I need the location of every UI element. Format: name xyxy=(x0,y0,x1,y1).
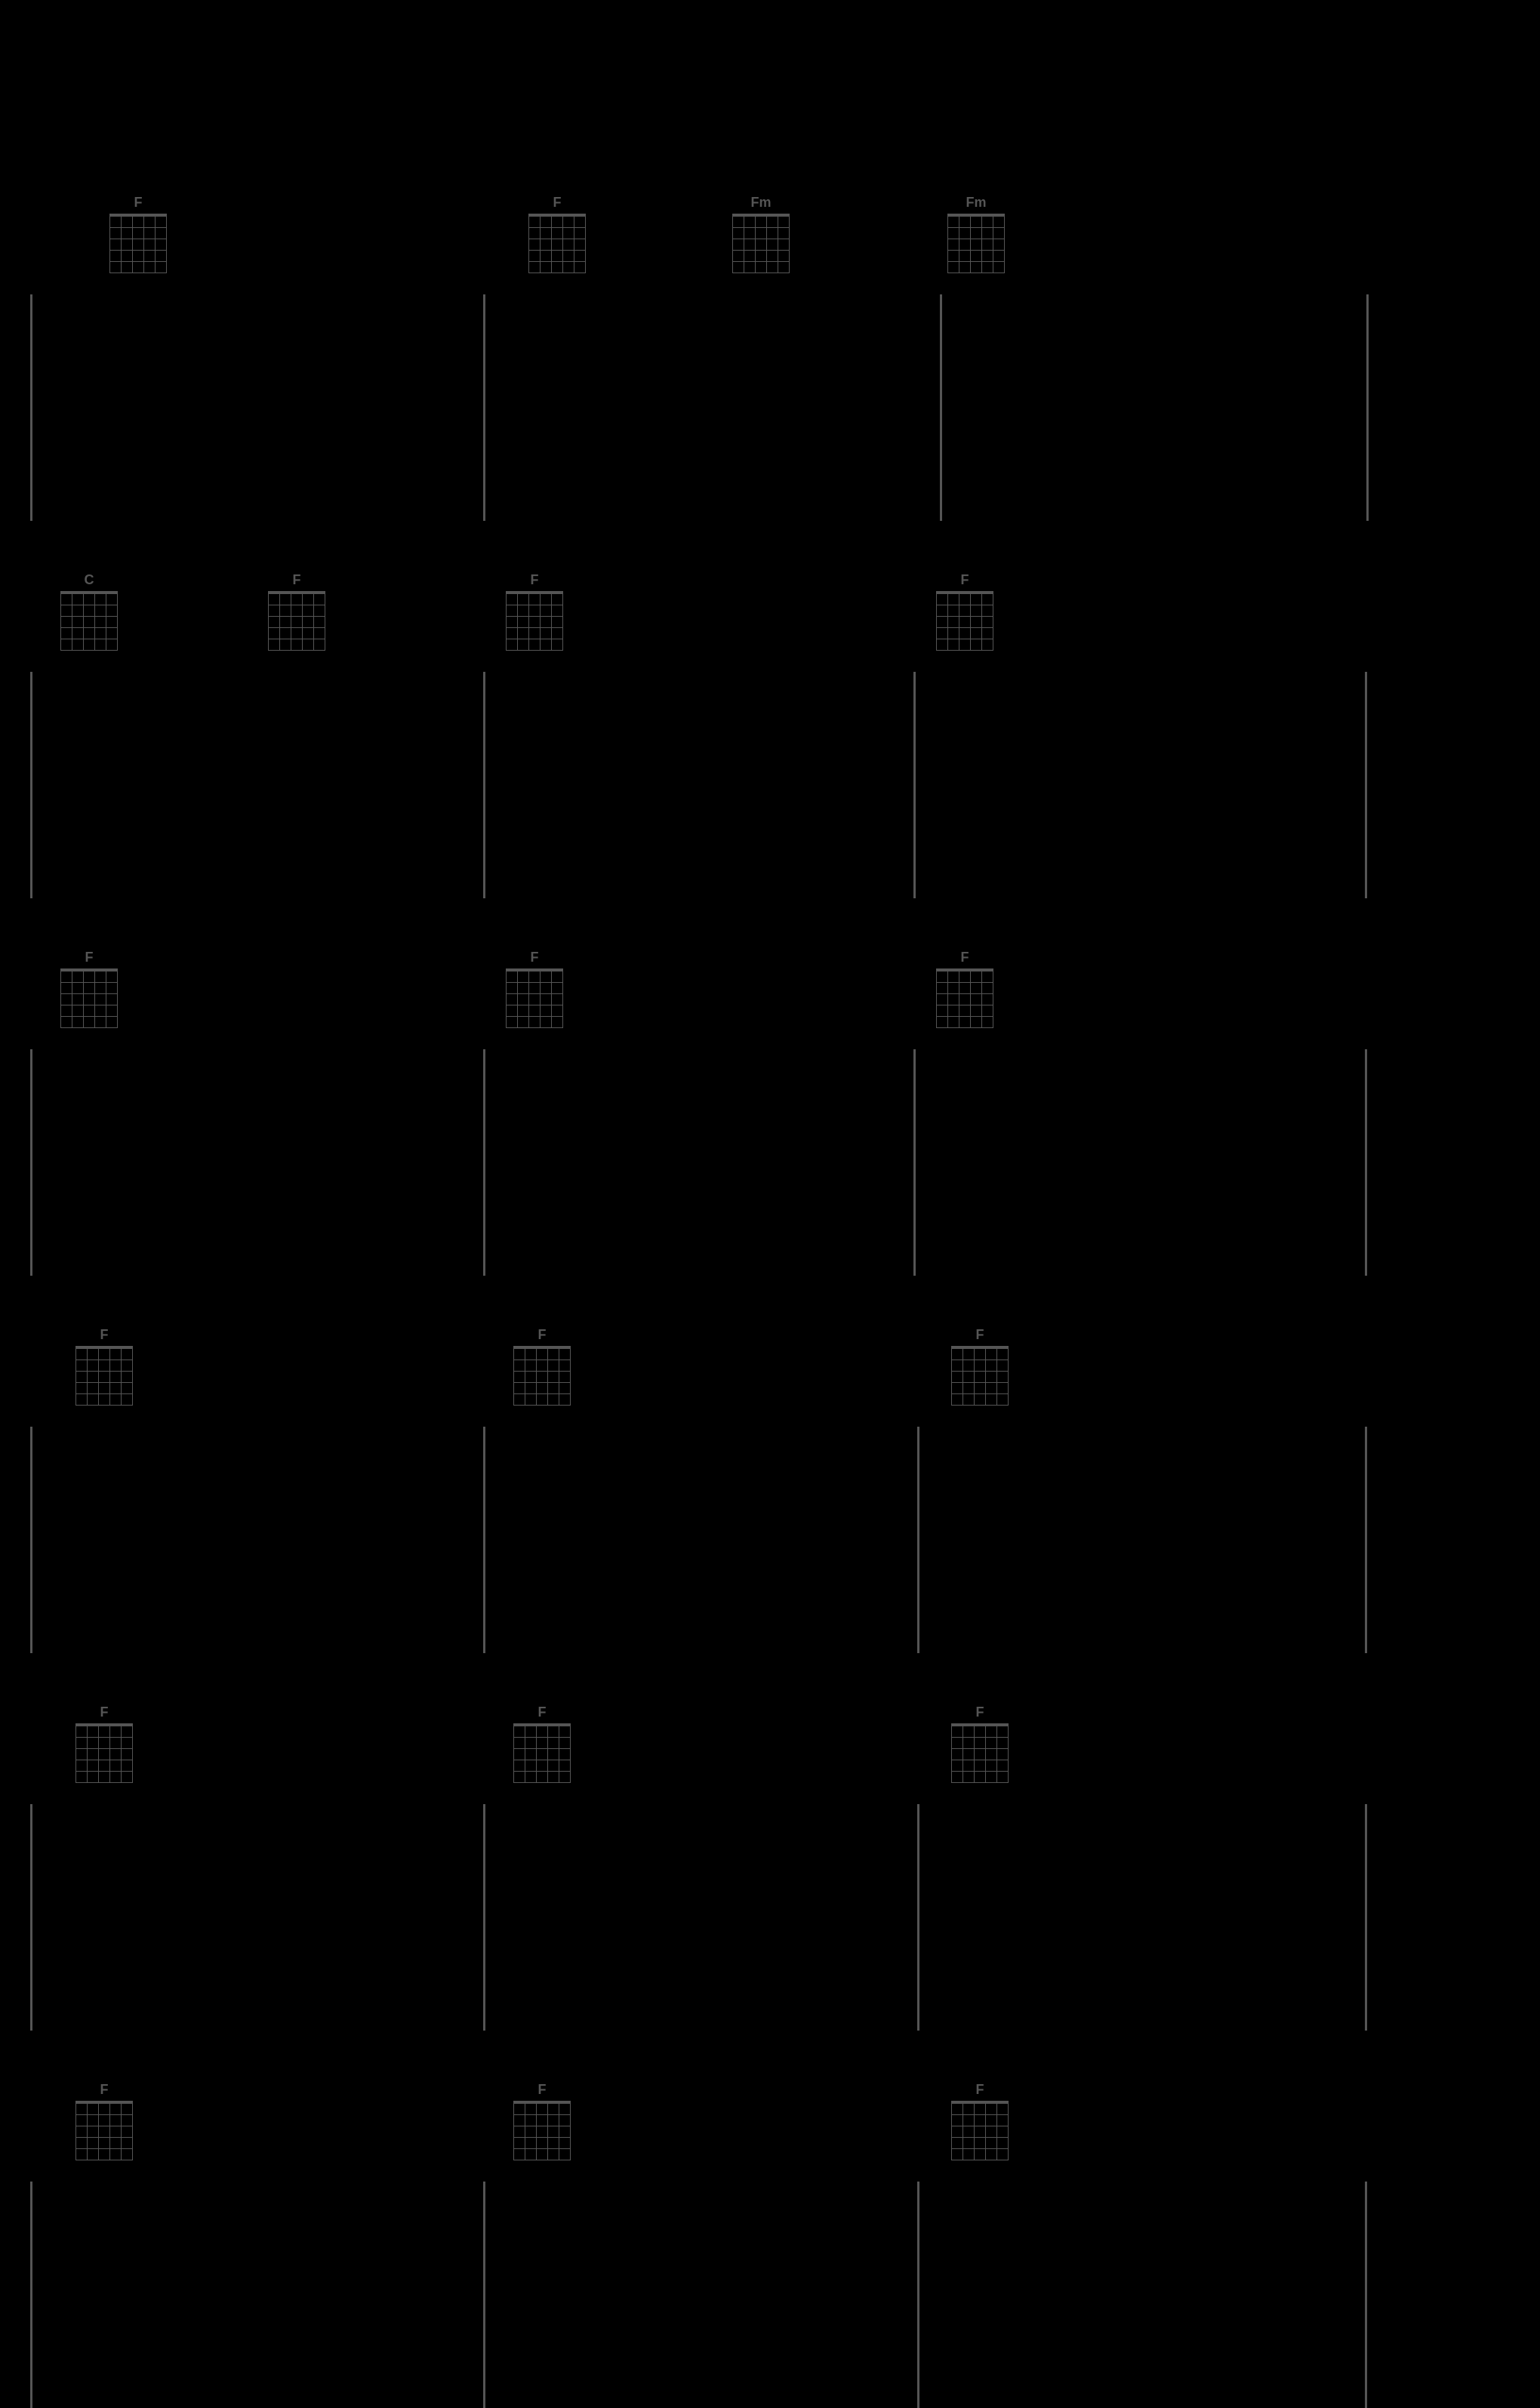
barline xyxy=(1365,1049,1367,1276)
chord-diagram-grid xyxy=(60,591,118,651)
chord-diagram-grid xyxy=(60,968,118,1028)
barline xyxy=(30,1427,32,1653)
chord-diagram-grid xyxy=(951,1723,1009,1783)
chord-block: F xyxy=(506,572,563,651)
chord-block: F xyxy=(513,2082,571,2160)
chord-diagram-grid xyxy=(506,968,563,1028)
barline xyxy=(1365,1427,1367,1653)
chord-diagram-grid xyxy=(506,591,563,651)
chord-block: F xyxy=(268,572,325,651)
chord-name: F xyxy=(506,572,563,588)
chord-diagram-grid xyxy=(936,591,993,651)
chord-diagram-grid xyxy=(951,2101,1009,2160)
chord-block: F xyxy=(528,195,586,273)
chord-block: F xyxy=(75,1704,133,1783)
chord-block: F xyxy=(951,1704,1009,1783)
chord-name: C xyxy=(60,572,118,588)
chord-name: Fm xyxy=(732,195,790,211)
chord-block: F xyxy=(513,1327,571,1406)
chord-name: F xyxy=(75,1704,133,1720)
barline xyxy=(483,672,485,898)
chord-name: F xyxy=(936,950,993,965)
barline xyxy=(917,1427,919,1653)
chord-name: F xyxy=(951,2082,1009,2098)
barline xyxy=(30,1804,32,2031)
barline xyxy=(30,672,32,898)
chord-diagram-grid xyxy=(75,2101,133,2160)
barline xyxy=(1365,2182,1367,2408)
barline xyxy=(940,294,942,521)
chord-block: F xyxy=(951,2082,1009,2160)
chord-block: F xyxy=(506,950,563,1028)
barline xyxy=(483,1804,485,2031)
chord-block: F xyxy=(109,195,167,273)
chord-block: F xyxy=(75,1327,133,1406)
chord-diagram-grid xyxy=(528,214,586,273)
sheet-music-page: F F Fm Fm C F F F F F F F F F F F F F F F xyxy=(0,0,1540,2171)
chord-block: Fm xyxy=(732,195,790,273)
chord-name: F xyxy=(528,195,586,211)
barline xyxy=(913,1049,916,1276)
chord-name: F xyxy=(60,950,118,965)
chord-name: F xyxy=(75,1327,133,1343)
chord-diagram-grid xyxy=(947,214,1005,273)
chord-diagram-grid xyxy=(732,214,790,273)
chord-block: C xyxy=(60,572,118,651)
chord-block: F xyxy=(513,1704,571,1783)
chord-block: F xyxy=(60,950,118,1028)
barline xyxy=(483,294,485,521)
chord-block: Fm xyxy=(947,195,1005,273)
chord-block: F xyxy=(951,1327,1009,1406)
chord-diagram-grid xyxy=(936,968,993,1028)
barline xyxy=(30,2182,32,2408)
barline xyxy=(30,1049,32,1276)
chord-name: F xyxy=(506,950,563,965)
chord-diagram-grid xyxy=(513,1346,571,1406)
chord-diagram-grid xyxy=(513,2101,571,2160)
chord-name: F xyxy=(109,195,167,211)
chord-diagram-grid xyxy=(109,214,167,273)
chord-name: F xyxy=(951,1704,1009,1720)
barline xyxy=(917,2182,919,2408)
barline xyxy=(30,294,32,521)
barline xyxy=(913,672,916,898)
chord-name: F xyxy=(268,572,325,588)
chord-block: F xyxy=(936,950,993,1028)
chord-name: F xyxy=(513,1704,571,1720)
chord-name: F xyxy=(513,2082,571,2098)
barline xyxy=(1365,1804,1367,2031)
chord-block: F xyxy=(75,2082,133,2160)
chord-diagram-grid xyxy=(951,1346,1009,1406)
chord-name: F xyxy=(951,1327,1009,1343)
barline xyxy=(483,1049,485,1276)
chord-name: F xyxy=(936,572,993,588)
barline xyxy=(1365,672,1367,898)
chord-block: F xyxy=(936,572,993,651)
chord-name: F xyxy=(75,2082,133,2098)
barline xyxy=(483,1427,485,1653)
barline xyxy=(917,1804,919,2031)
chord-diagram-grid xyxy=(513,1723,571,1783)
barline xyxy=(1366,294,1369,521)
chord-diagram-grid xyxy=(75,1723,133,1783)
barline xyxy=(483,2182,485,2408)
chord-diagram-grid xyxy=(268,591,325,651)
chord-name: Fm xyxy=(947,195,1005,211)
chord-name: F xyxy=(513,1327,571,1343)
chord-diagram-grid xyxy=(75,1346,133,1406)
